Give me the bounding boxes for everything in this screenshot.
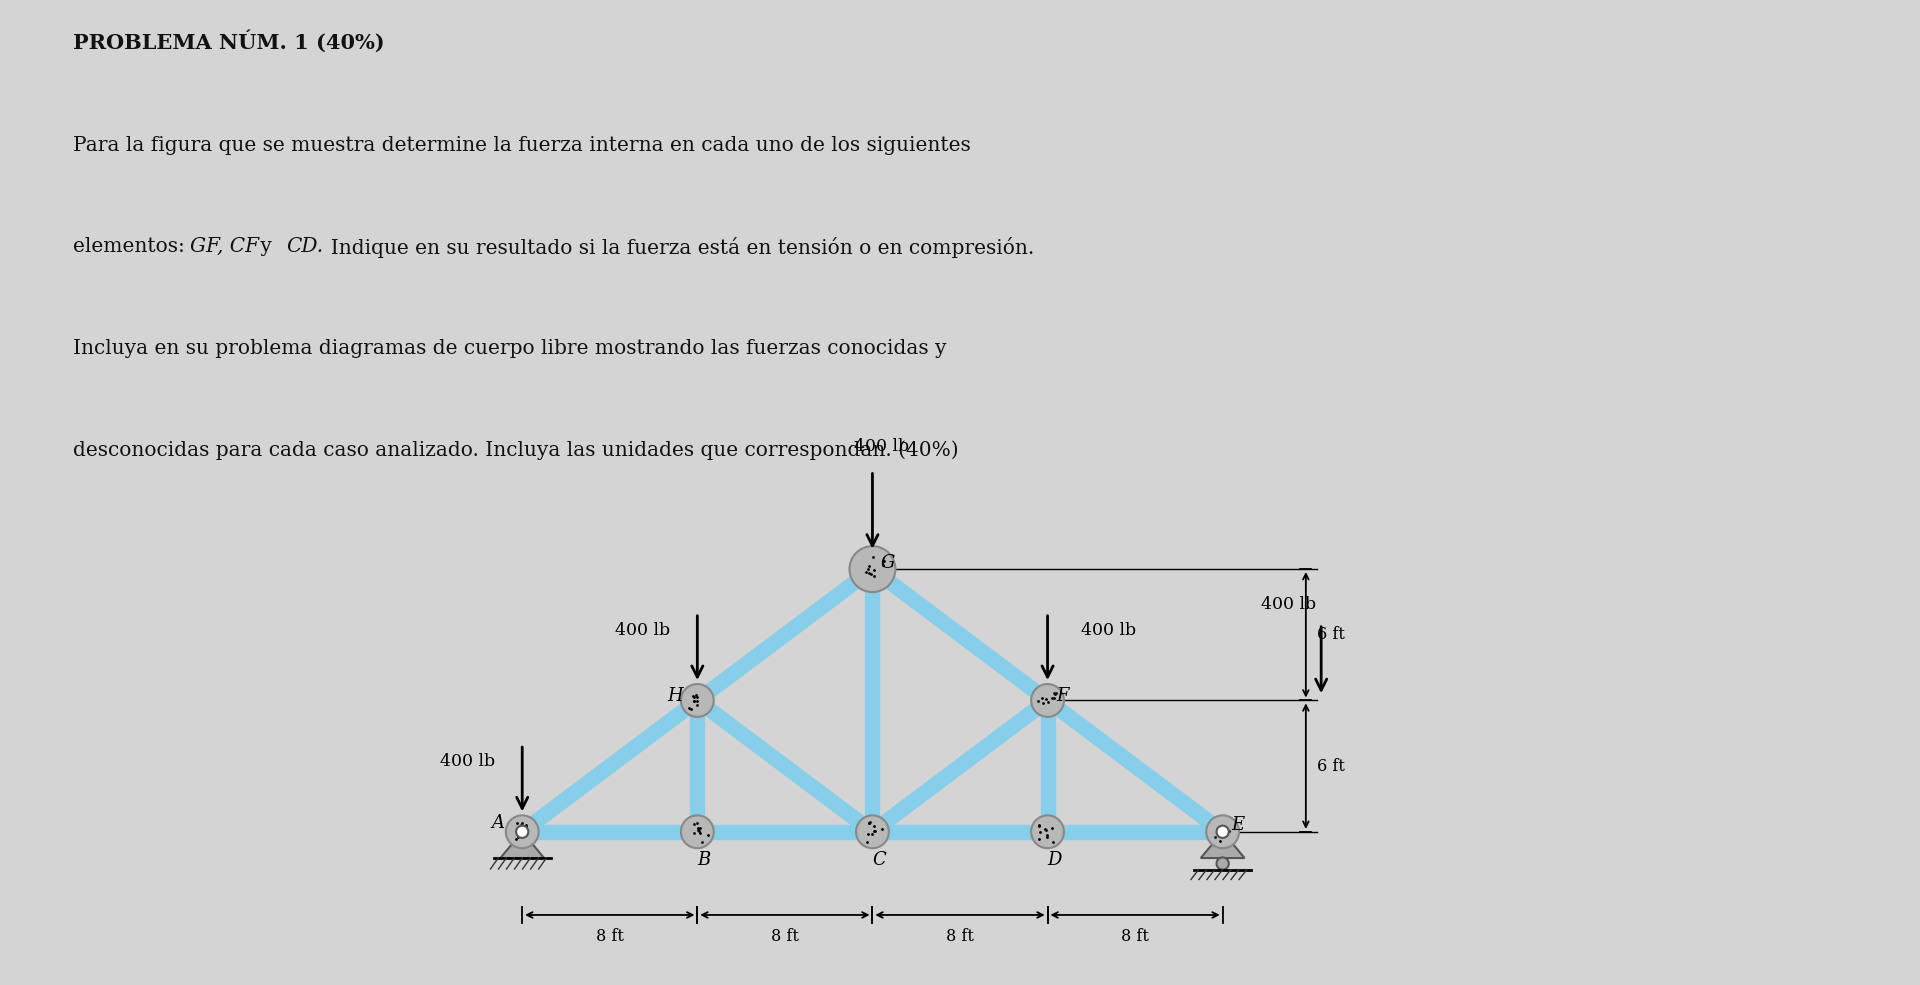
Text: 400 lb: 400 lb (1261, 596, 1315, 613)
Text: 8 ft: 8 ft (1121, 928, 1148, 945)
Text: Incluya en su problema diagramas de cuerpo libre mostrando las fuerzas conocidas: Incluya en su problema diagramas de cuer… (73, 339, 947, 358)
Text: 8 ft: 8 ft (595, 928, 624, 945)
Text: CD.: CD. (286, 237, 323, 256)
Text: desconocidas para cada caso analizado. Incluya las unidades que correspondan. (4: desconocidas para cada caso analizado. I… (73, 440, 958, 460)
Circle shape (682, 816, 714, 848)
Text: A: A (492, 814, 505, 832)
Circle shape (1031, 816, 1064, 848)
Text: y: y (253, 237, 278, 256)
Polygon shape (1200, 831, 1244, 858)
Text: H: H (668, 688, 684, 705)
Text: elementos:: elementos: (73, 237, 192, 256)
Text: G: G (881, 554, 895, 571)
Text: Indique en su resultado si la fuerza está en tensión o en compresión.: Indique en su resultado si la fuerza est… (319, 237, 1035, 258)
Text: 400 lb: 400 lb (614, 622, 670, 639)
Circle shape (856, 816, 889, 848)
Text: F: F (1056, 688, 1069, 705)
Circle shape (516, 825, 528, 838)
Text: D: D (1046, 851, 1062, 869)
Text: 400 lb: 400 lb (440, 754, 495, 770)
Text: 400 lb: 400 lb (1081, 622, 1137, 639)
Text: 400 lb: 400 lb (854, 438, 908, 455)
Text: B: B (697, 851, 710, 869)
Text: 8 ft: 8 ft (772, 928, 799, 945)
Circle shape (505, 816, 540, 848)
Circle shape (1206, 816, 1238, 848)
Text: 6 ft: 6 ft (1317, 757, 1344, 774)
Text: GF, CF: GF, CF (190, 237, 259, 256)
Text: C: C (872, 851, 885, 869)
Text: 8 ft: 8 ft (947, 928, 973, 945)
Circle shape (1217, 857, 1229, 870)
Circle shape (849, 546, 895, 592)
Circle shape (1217, 825, 1229, 838)
Text: Para la figura que se muestra determine la fuerza interna en cada uno de los sig: Para la figura que se muestra determine … (73, 136, 972, 155)
Text: PROBLEMA NÚM. 1 (40%): PROBLEMA NÚM. 1 (40%) (73, 30, 384, 52)
Polygon shape (501, 831, 543, 858)
Circle shape (682, 684, 714, 717)
Text: 6 ft: 6 ft (1317, 626, 1344, 643)
Text: E: E (1231, 817, 1244, 834)
Circle shape (1031, 684, 1064, 717)
